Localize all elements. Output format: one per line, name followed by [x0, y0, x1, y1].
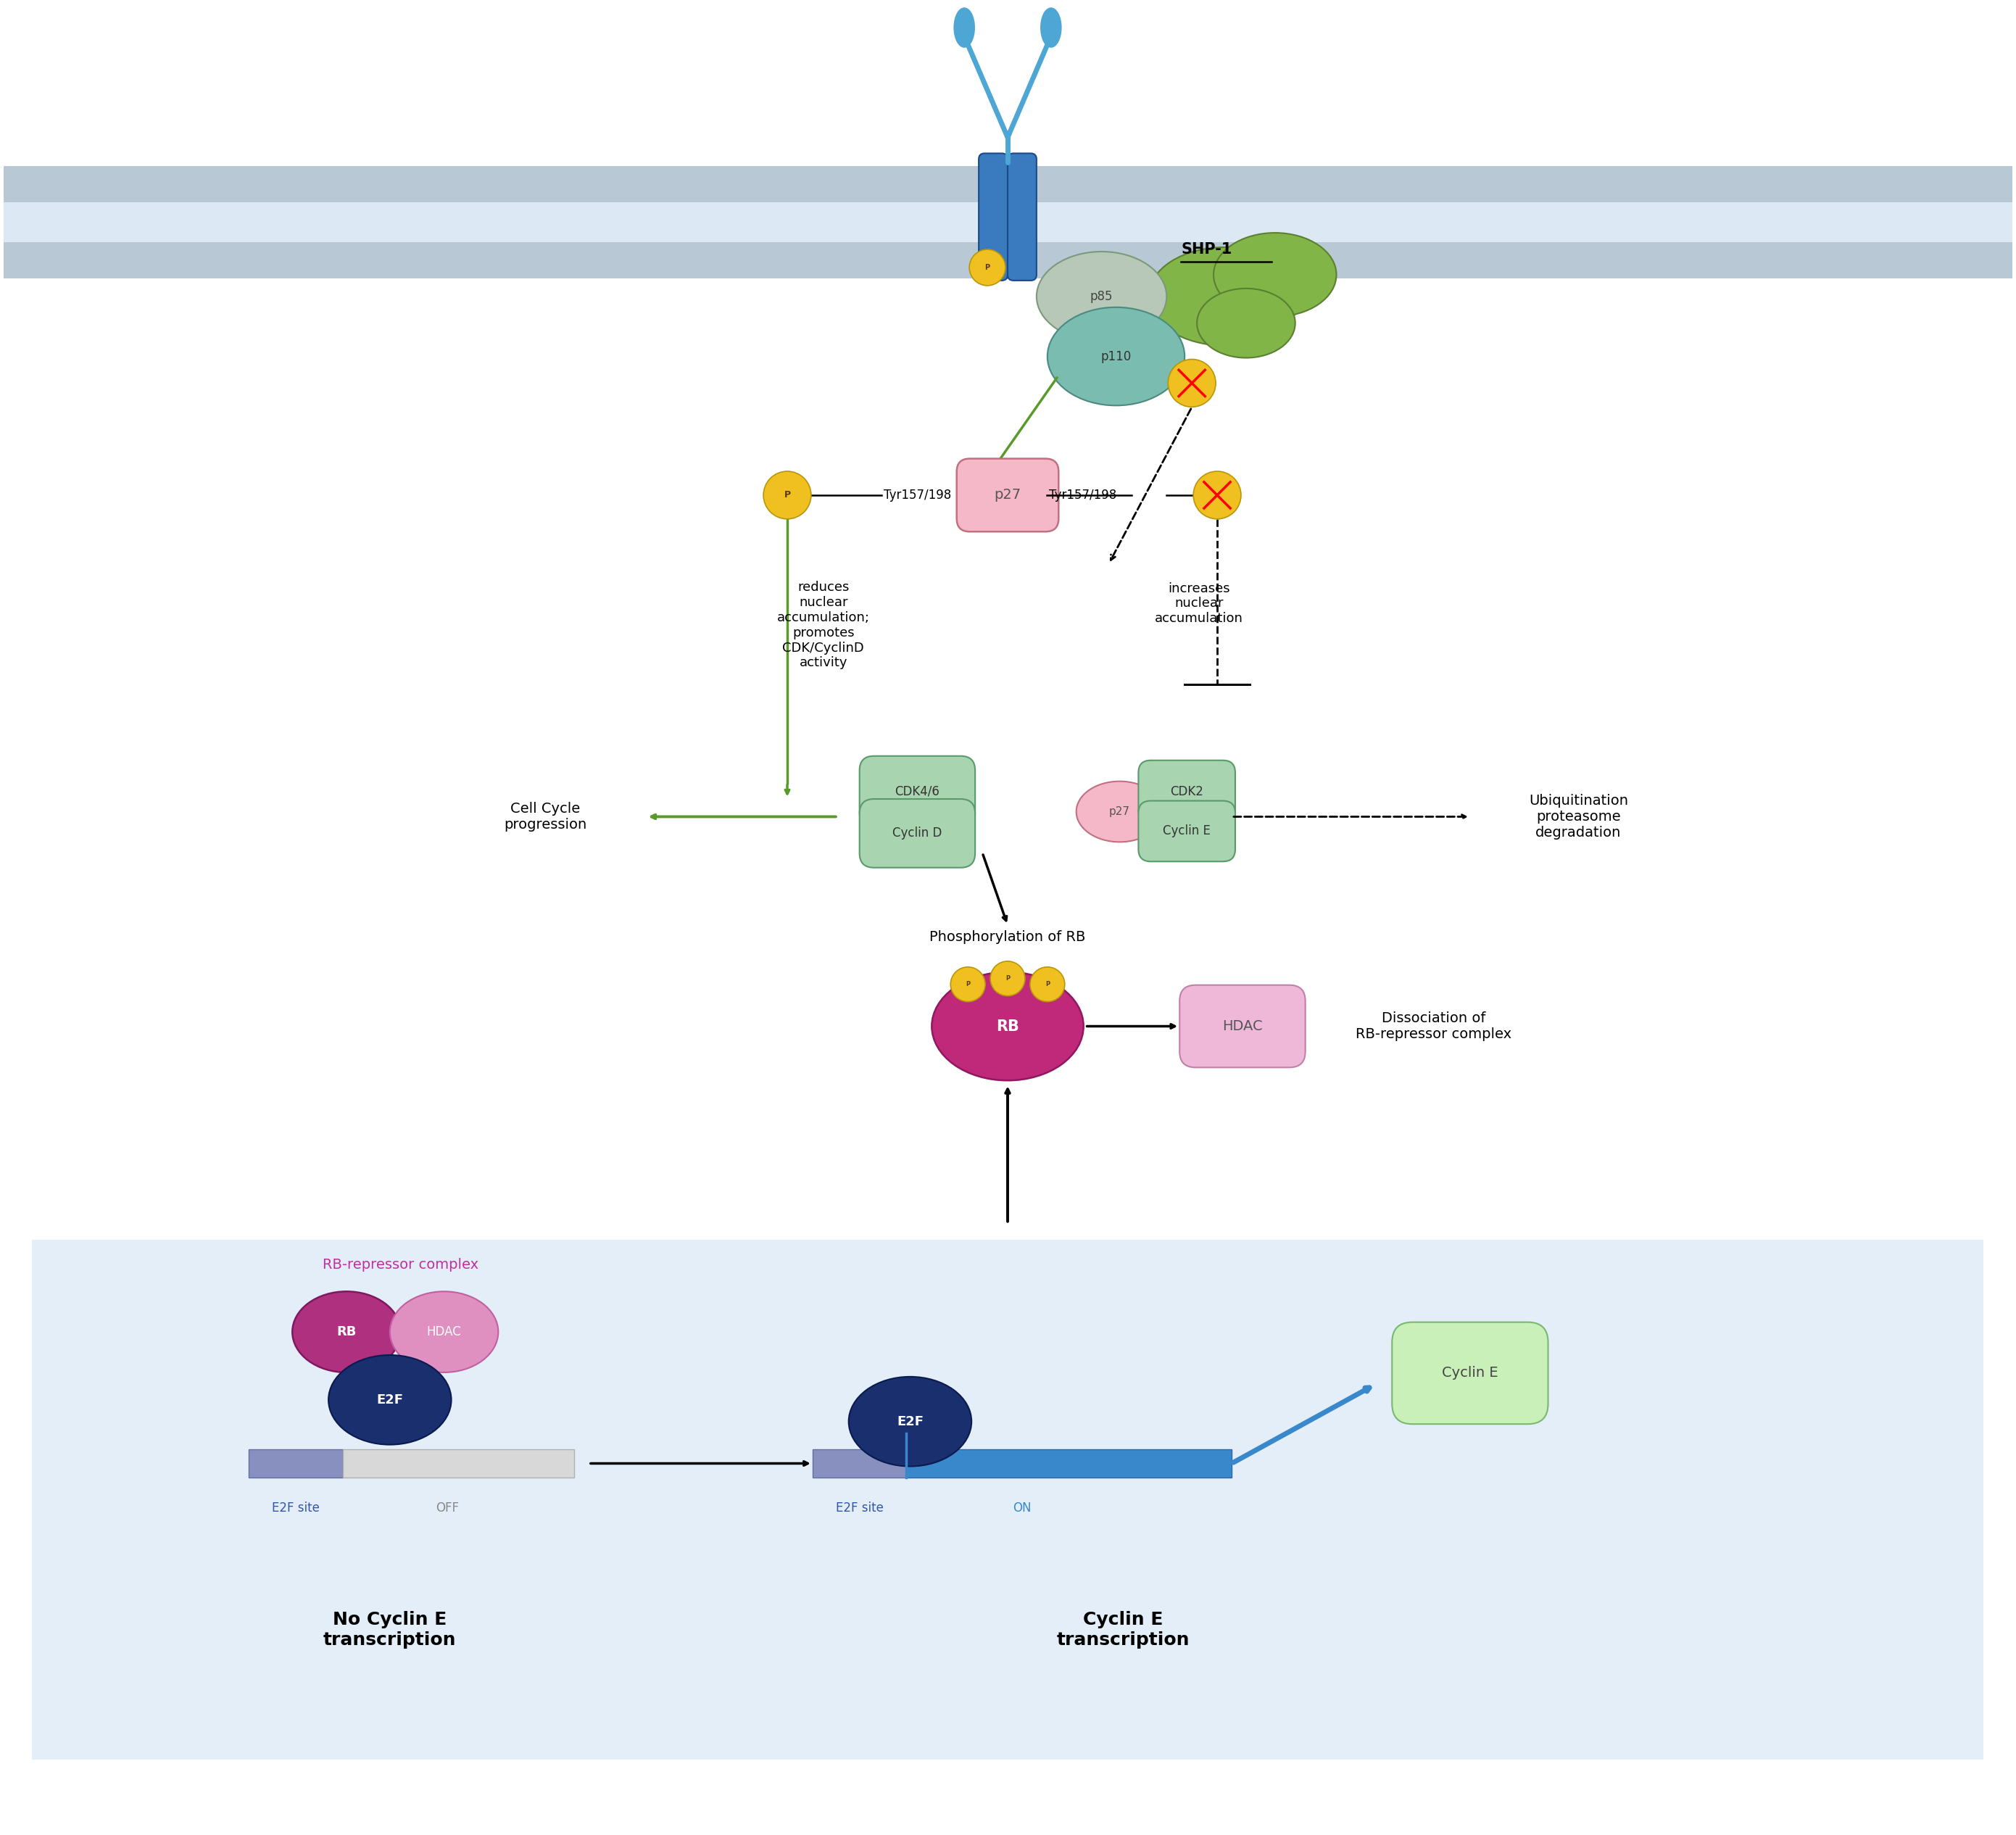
- Ellipse shape: [389, 1292, 498, 1373]
- Text: p27: p27: [994, 488, 1020, 503]
- Text: Cyclin E
transcription: Cyclin E transcription: [1056, 1611, 1189, 1648]
- Circle shape: [990, 962, 1024, 996]
- Ellipse shape: [1214, 233, 1337, 317]
- Ellipse shape: [1048, 306, 1185, 406]
- Text: No Cyclin E
transcription: No Cyclin E transcription: [323, 1611, 456, 1648]
- Text: RB: RB: [996, 1018, 1020, 1033]
- Text: Cell Cycle
progression: Cell Cycle progression: [504, 802, 587, 831]
- Text: HDAC: HDAC: [1222, 1020, 1262, 1033]
- FancyBboxPatch shape: [978, 154, 1008, 281]
- Text: E2F site: E2F site: [272, 1501, 321, 1514]
- Text: RB-repressor complex: RB-repressor complex: [323, 1257, 478, 1272]
- FancyBboxPatch shape: [1139, 760, 1236, 822]
- Text: Tyr157/198: Tyr157/198: [883, 488, 952, 501]
- Text: CDK2: CDK2: [1169, 785, 1204, 798]
- Ellipse shape: [954, 7, 974, 48]
- Text: OFF: OFF: [435, 1501, 460, 1514]
- Text: RB: RB: [337, 1325, 357, 1338]
- Text: Dissociation of
RB-repressor complex: Dissociation of RB-repressor complex: [1357, 1011, 1512, 1040]
- Bar: [250, 1450, 343, 1477]
- Text: reduces
nuclear
accumulation;
promotes
CDK/CyclinD
activity: reduces nuclear accumulation; promotes C…: [776, 582, 869, 670]
- FancyBboxPatch shape: [1391, 1323, 1548, 1424]
- Ellipse shape: [1036, 251, 1167, 341]
- FancyBboxPatch shape: [859, 798, 976, 868]
- Text: HDAC: HDAC: [427, 1325, 462, 1338]
- Text: P: P: [986, 264, 990, 272]
- FancyBboxPatch shape: [1008, 154, 1036, 281]
- Text: P: P: [966, 982, 970, 987]
- Text: CDK4/6: CDK4/6: [895, 785, 939, 798]
- Ellipse shape: [329, 1354, 452, 1444]
- Text: ON: ON: [1012, 1501, 1032, 1514]
- Bar: [907, 1450, 1232, 1477]
- FancyBboxPatch shape: [958, 459, 1058, 532]
- Ellipse shape: [1040, 7, 1060, 48]
- Text: P: P: [784, 490, 790, 499]
- Text: increases
nuclear
accumulation: increases nuclear accumulation: [1155, 582, 1244, 626]
- FancyBboxPatch shape: [859, 756, 976, 828]
- Text: Phosphorylation of RB: Phosphorylation of RB: [929, 930, 1087, 945]
- Circle shape: [970, 250, 1006, 286]
- Text: Tyr157/198: Tyr157/198: [1048, 488, 1117, 501]
- Bar: [812, 1450, 907, 1477]
- Bar: [32, 1239, 1984, 1760]
- FancyBboxPatch shape: [1179, 985, 1304, 1068]
- Bar: [4, 167, 2012, 202]
- Text: SHP-1: SHP-1: [1181, 242, 1232, 257]
- Text: p85: p85: [1091, 290, 1113, 303]
- Circle shape: [764, 472, 810, 519]
- Text: E2F: E2F: [377, 1393, 403, 1406]
- Text: p110: p110: [1101, 350, 1131, 363]
- Text: E2F: E2F: [897, 1415, 923, 1428]
- FancyBboxPatch shape: [1139, 800, 1236, 861]
- Bar: [343, 1450, 575, 1477]
- Circle shape: [1193, 472, 1242, 519]
- Text: P: P: [1044, 982, 1050, 987]
- Ellipse shape: [1198, 288, 1294, 358]
- Circle shape: [952, 967, 986, 1002]
- Text: p27: p27: [1109, 806, 1131, 817]
- Text: Cyclin D: Cyclin D: [893, 828, 941, 840]
- Circle shape: [1030, 967, 1064, 1002]
- Text: Cyclin E: Cyclin E: [1441, 1367, 1498, 1380]
- Ellipse shape: [1149, 248, 1300, 345]
- Bar: [4, 242, 2012, 279]
- Text: E2F site: E2F site: [837, 1501, 883, 1514]
- Text: P: P: [1006, 974, 1010, 982]
- Text: Ubiquitination
proteasome
degradation: Ubiquitination proteasome degradation: [1528, 795, 1629, 840]
- Text: Cyclin E: Cyclin E: [1163, 824, 1212, 837]
- Circle shape: [1167, 360, 1216, 407]
- Ellipse shape: [931, 973, 1083, 1081]
- Bar: [4, 202, 2012, 268]
- Ellipse shape: [1077, 782, 1163, 842]
- Ellipse shape: [849, 1376, 972, 1466]
- Ellipse shape: [292, 1292, 401, 1373]
